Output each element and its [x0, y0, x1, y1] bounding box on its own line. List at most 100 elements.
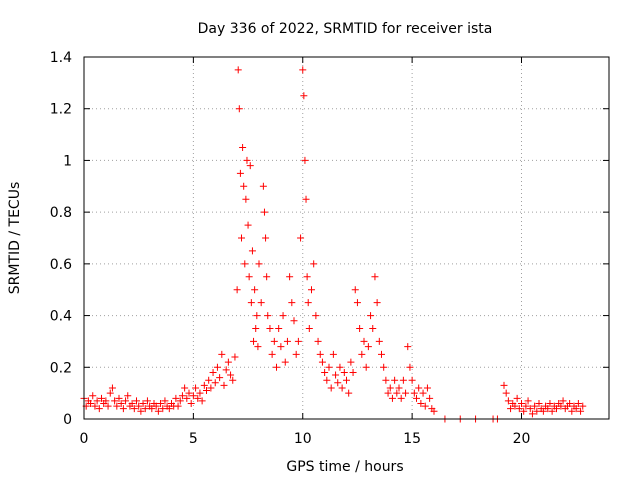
data-point	[216, 374, 224, 382]
data-point	[236, 169, 244, 177]
data-point	[321, 368, 329, 376]
data-point	[247, 299, 255, 307]
data-point	[360, 337, 368, 345]
data-point	[239, 144, 247, 151]
data-point	[528, 410, 536, 418]
data-point	[500, 381, 508, 389]
data-point	[133, 397, 140, 405]
data-point	[504, 397, 512, 405]
data-point	[375, 337, 383, 345]
data-point	[393, 389, 401, 397]
data-point	[165, 405, 173, 413]
grid	[84, 57, 609, 419]
data-point	[176, 397, 184, 405]
data-point	[288, 299, 296, 307]
data-point	[399, 376, 407, 384]
axis-ticks: 0 0.2 0.4 0.6 0.8 1 1.2 1.4 0 5 10 15 20	[50, 50, 609, 447]
data-point	[526, 405, 534, 413]
data-point	[373, 299, 381, 307]
data-point	[227, 371, 235, 379]
data-point	[192, 384, 200, 392]
data-point	[507, 405, 515, 413]
data-point	[246, 162, 254, 170]
data-point	[388, 394, 396, 402]
y-tick-label: 1.4	[50, 50, 72, 66]
data-point	[395, 384, 403, 392]
data-point	[143, 397, 151, 405]
data-point	[334, 379, 342, 387]
data-point	[329, 350, 337, 358]
data-point	[572, 405, 580, 413]
data-point	[548, 407, 556, 415]
data-point	[263, 273, 271, 281]
data-point	[364, 343, 372, 351]
data-point	[277, 343, 285, 351]
data-point	[297, 234, 305, 242]
x-tick-label: 10	[294, 431, 312, 447]
data-point	[240, 182, 248, 190]
data-point	[93, 397, 101, 405]
data-point	[404, 343, 412, 351]
data-point	[413, 394, 420, 402]
data-point	[152, 402, 160, 410]
data-point	[185, 389, 193, 397]
data-point	[260, 208, 268, 216]
data-point	[119, 405, 127, 413]
data-point	[102, 397, 110, 405]
data-point	[220, 381, 228, 389]
data-point	[178, 392, 186, 400]
data-point	[130, 405, 138, 413]
data-point	[336, 363, 344, 371]
data-point	[378, 350, 385, 358]
y-axis-label: SRMTID / TECUs	[7, 182, 23, 295]
y-tick-label: 0.8	[50, 205, 72, 221]
data-point	[338, 384, 346, 392]
data-point	[559, 397, 567, 405]
data-point	[198, 397, 206, 405]
data-point	[423, 384, 431, 392]
data-point	[194, 394, 202, 402]
data-point	[310, 260, 318, 268]
data-point	[224, 358, 232, 366]
data-point	[207, 384, 215, 392]
data-point	[351, 286, 359, 294]
data-point	[568, 407, 576, 415]
data-point	[244, 221, 252, 229]
data-point	[316, 350, 324, 358]
data-point	[518, 399, 525, 407]
data-point	[196, 389, 204, 397]
y-tick-label: 1.2	[50, 102, 72, 118]
data-point	[325, 363, 333, 371]
data-point	[345, 389, 353, 397]
data-point	[384, 389, 392, 397]
data-point	[248, 247, 256, 255]
data-point	[275, 325, 283, 332]
data-point	[104, 402, 112, 410]
data-point	[234, 66, 242, 74]
y-tick-label: 0.6	[50, 257, 72, 273]
data-point	[417, 399, 425, 407]
x-tick-label: 5	[189, 431, 198, 447]
y-tick-label: 1	[63, 153, 72, 169]
x-tick-label: 0	[80, 431, 89, 447]
data-point	[95, 405, 103, 413]
data-point	[371, 273, 379, 281]
data-point	[139, 399, 147, 407]
data-point	[294, 337, 302, 345]
data-point	[257, 299, 265, 307]
data-point	[187, 399, 195, 407]
data-point	[253, 312, 261, 320]
data-point	[205, 376, 213, 384]
data-point	[157, 399, 165, 407]
data-point	[382, 376, 390, 384]
data-point	[553, 405, 560, 413]
data-point	[402, 389, 410, 397]
data-point	[426, 394, 434, 402]
data-point	[235, 105, 243, 113]
data-point	[183, 394, 191, 402]
data-point	[252, 325, 260, 332]
plot-frame	[83, 56, 610, 420]
data-point	[200, 381, 208, 389]
data-point	[141, 405, 149, 413]
